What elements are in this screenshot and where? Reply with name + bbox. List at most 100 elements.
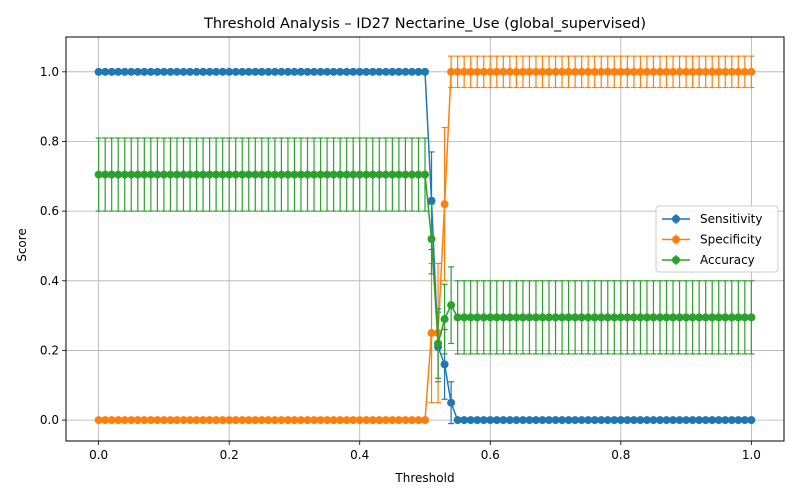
- sensitivity-point: [531, 416, 540, 425]
- accuracy-point: [277, 170, 286, 179]
- accuracy-point: [264, 170, 273, 179]
- specificity-point: [270, 416, 279, 425]
- accuracy-point: [610, 313, 619, 322]
- sensitivity-point: [610, 416, 619, 425]
- specificity-point: [355, 416, 364, 425]
- specificity-point: [199, 416, 208, 425]
- accuracy-point: [310, 170, 319, 179]
- accuracy-point: [655, 313, 664, 322]
- accuracy-point: [303, 170, 312, 179]
- accuracy-point: [486, 313, 495, 322]
- specificity-series: [94, 55, 756, 425]
- accuracy-point: [590, 313, 599, 322]
- specificity-line: [98, 71, 752, 421]
- sensitivity-point: [636, 416, 645, 425]
- accuracy-point: [244, 170, 253, 179]
- specificity-point: [336, 416, 345, 425]
- accuracy-point: [603, 313, 612, 322]
- accuracy-point: [153, 170, 162, 179]
- sensitivity-point: [747, 416, 756, 425]
- specificity-point: [342, 416, 351, 425]
- sensitivity-point: [107, 67, 116, 76]
- accuracy-point: [336, 170, 345, 179]
- x-axis-ticks: 0.0 0.2 0.4 0.6 0.8 1.0: [89, 441, 761, 462]
- specificity-point: [414, 416, 423, 425]
- specificity-point: [512, 67, 521, 76]
- sensitivity-point: [440, 360, 449, 369]
- specificity-point: [310, 416, 319, 425]
- specificity-point: [505, 67, 514, 76]
- accuracy-point: [642, 313, 651, 322]
- specificity-point: [172, 416, 181, 425]
- accuracy-point: [407, 170, 416, 179]
- specificity-point: [323, 416, 332, 425]
- accuracy-point: [571, 313, 580, 322]
- accuracy-point: [447, 301, 456, 310]
- specificity-point: [101, 416, 110, 425]
- x-tick-label: 0.0: [89, 448, 108, 462]
- sensitivity-point: [179, 67, 188, 76]
- sensitivity-point: [584, 416, 593, 425]
- sensitivity-point: [133, 67, 142, 76]
- sensitivity-point: [94, 67, 103, 76]
- accuracy-point: [349, 170, 358, 179]
- sensitivity-point: [296, 67, 305, 76]
- accuracy-point: [257, 170, 266, 179]
- sensitivity-point: [460, 416, 469, 425]
- specificity-point: [531, 67, 540, 76]
- specificity-point: [492, 67, 501, 76]
- specificity-point: [120, 416, 129, 425]
- accuracy-point: [531, 313, 540, 322]
- specificity-point: [205, 416, 214, 425]
- accuracy-point: [205, 170, 214, 179]
- specificity-point: [629, 67, 638, 76]
- sensitivity-point: [486, 416, 495, 425]
- accuracy-point: [394, 170, 403, 179]
- sensitivity-point: [649, 416, 658, 425]
- y-tick-label: 0.4: [40, 274, 59, 288]
- accuracy-point: [120, 170, 129, 179]
- accuracy-point: [101, 170, 110, 179]
- sensitivity-point: [172, 67, 181, 76]
- x-tick-label: 0.8: [611, 448, 630, 462]
- specificity-point: [401, 416, 410, 425]
- x-tick-label: 1.0: [742, 448, 761, 462]
- accuracy-point: [499, 313, 508, 322]
- x-tick-label: 0.2: [220, 448, 239, 462]
- sensitivity-point: [368, 67, 377, 76]
- specificity-point: [153, 416, 162, 425]
- legend-sensitivity-marker: [672, 215, 680, 223]
- accuracy-point: [518, 313, 527, 322]
- accuracy-point: [675, 313, 684, 322]
- accuracy-point: [323, 170, 332, 179]
- sensitivity-point: [603, 416, 612, 425]
- accuracy-point: [342, 170, 351, 179]
- specificity-point: [264, 416, 273, 425]
- accuracy-point: [375, 170, 384, 179]
- sensitivity-point: [505, 416, 514, 425]
- specificity-point: [440, 200, 449, 209]
- accuracy-point: [727, 313, 736, 322]
- x-tick-label: 0.6: [481, 448, 500, 462]
- accuracy-point: [649, 313, 658, 322]
- accuracy-point: [669, 313, 678, 322]
- sensitivity-point: [597, 416, 606, 425]
- sensitivity-point: [310, 67, 319, 76]
- accuracy-point: [114, 170, 123, 179]
- specificity-point: [159, 416, 168, 425]
- sensitivity-point: [186, 67, 195, 76]
- accuracy-point: [270, 170, 279, 179]
- accuracy-point: [740, 313, 749, 322]
- accuracy-point: [688, 313, 697, 322]
- sensitivity-line: [98, 71, 752, 421]
- specificity-point: [179, 416, 188, 425]
- legend-accuracy-marker: [672, 256, 680, 264]
- specificity-point: [590, 67, 599, 76]
- specificity-point: [107, 416, 116, 425]
- sensitivity-point: [231, 67, 240, 76]
- sensitivity-point: [362, 67, 371, 76]
- accuracy-point: [682, 313, 691, 322]
- accuracy-point: [199, 170, 208, 179]
- accuracy-point: [714, 313, 723, 322]
- accuracy-point: [225, 170, 234, 179]
